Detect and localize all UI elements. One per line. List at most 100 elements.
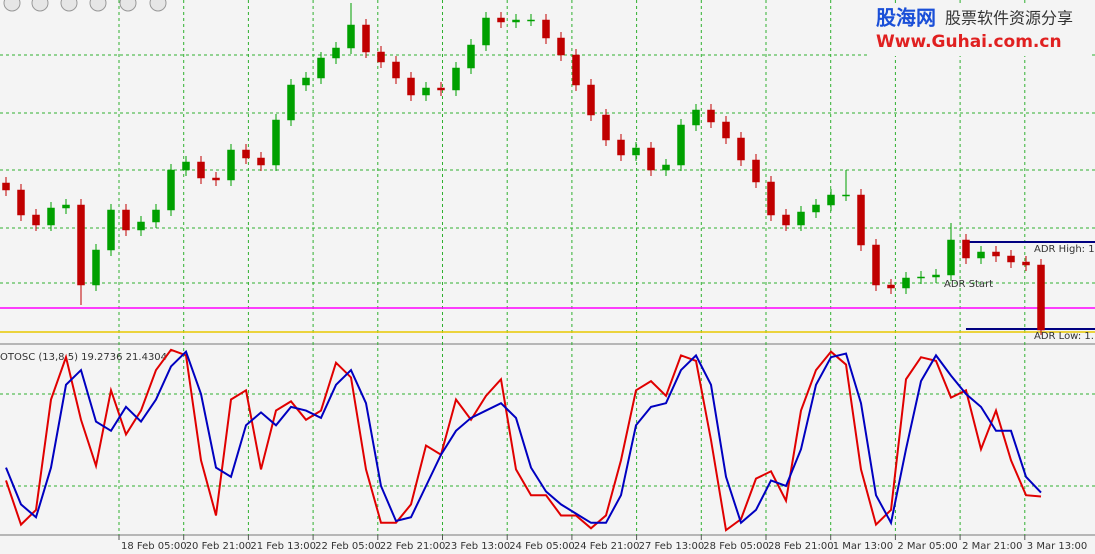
candle-body [827, 194, 835, 206]
candle-body [542, 19, 550, 39]
candle-body [587, 84, 595, 116]
x-tick-label: 3 Mar 13:00 [1027, 541, 1087, 552]
candle-body [227, 149, 235, 181]
candle-body [242, 149, 250, 159]
candle-body [422, 87, 430, 96]
watermark-brand: 股海网 [876, 6, 936, 30]
candle-body [782, 214, 790, 226]
oscillator-line [5, 348, 1042, 532]
tool-icon[interactable] [3, 0, 21, 12]
candle-body [872, 244, 880, 286]
candle-body [947, 239, 955, 276]
x-tick-label: 2 Mar 21:00 [962, 541, 1022, 552]
candle-body [887, 284, 895, 289]
watermark-tagline: 股票软件资源分享 [945, 9, 1073, 28]
candle-body [347, 24, 355, 49]
x-tick-label: 24 Feb 05:00 [509, 541, 575, 552]
candle-body [512, 19, 520, 23]
candle-body [77, 204, 85, 286]
candle-body [902, 277, 910, 289]
candle-body [2, 182, 10, 191]
candle-body [962, 239, 970, 259]
candle-body [767, 181, 775, 216]
candle-body [17, 189, 25, 216]
annotation: ADR Start [944, 279, 993, 290]
candle-body [317, 57, 325, 79]
watermark-box [870, 4, 1092, 56]
candle-body [812, 204, 820, 213]
candle-body [677, 124, 685, 166]
candle-body [32, 214, 40, 226]
candle-body [617, 139, 625, 156]
indicator-title: OTOSC (13,8,5) 19.2736 21.4304 [0, 352, 167, 363]
candle-body [407, 77, 415, 96]
candle-body [1037, 264, 1045, 331]
candle-body [752, 159, 760, 183]
candle-body [557, 37, 565, 56]
tool-icon[interactable] [149, 0, 167, 12]
candle-body [602, 114, 610, 141]
x-tick-label: 22 Feb 21:00 [380, 541, 446, 552]
x-tick-label: 28 Feb 21:00 [768, 541, 834, 552]
candle-body [452, 67, 460, 91]
candle-body [527, 19, 535, 22]
x-tick-label: 22 Feb 05:00 [315, 541, 381, 552]
candle-body [842, 194, 850, 197]
tool-icon[interactable] [119, 0, 137, 12]
candle-body [707, 109, 715, 123]
candle-body [632, 147, 640, 156]
candle-body [857, 194, 865, 246]
candle-body [482, 17, 490, 46]
x-tick-label: 27 Feb 13:00 [639, 541, 705, 552]
tool-icon[interactable] [31, 0, 49, 12]
candle-body [572, 54, 580, 86]
candle-body [197, 161, 205, 179]
candle-body [467, 44, 475, 69]
toolbar [3, 0, 167, 12]
candle-body [992, 251, 1000, 257]
candle-body [662, 164, 670, 171]
x-tick-label: 18 Feb 05:00 [121, 541, 187, 552]
tool-icon[interactable] [60, 0, 78, 12]
candle-body [722, 121, 730, 139]
candle-body [932, 274, 940, 278]
candle-body [797, 211, 805, 226]
candle-body [62, 204, 70, 209]
candle-body [1007, 255, 1015, 263]
oscillator-line [5, 349, 1042, 526]
candle-body [182, 161, 190, 171]
candle-body [92, 249, 100, 286]
candle-body [737, 137, 745, 161]
candle-body [692, 109, 700, 126]
candle-body [122, 209, 130, 231]
candle-body [257, 157, 265, 166]
adr-label: ADR High: 1. [1034, 244, 1095, 255]
candle-body [497, 17, 505, 23]
candle-body [437, 87, 445, 91]
watermark-url: Www.Guhai.com.cn [876, 32, 1062, 52]
x-tick-label: 20 Feb 21:00 [186, 541, 252, 552]
candle-body [647, 147, 655, 171]
x-tick-label: 2 Mar 05:00 [897, 541, 957, 552]
x-tick-label: 23 Feb 13:00 [445, 541, 511, 552]
candle-body [917, 276, 925, 279]
candle-body [332, 47, 340, 59]
candle-body [1022, 261, 1030, 266]
candle-body [977, 251, 985, 259]
candle-body [302, 77, 310, 86]
x-tick-label: 28 Feb 05:00 [703, 541, 769, 552]
candle-body [137, 221, 145, 231]
candle-body [377, 51, 385, 63]
candle-body [362, 24, 370, 53]
candle-body [47, 207, 55, 226]
candle-body [152, 209, 160, 223]
x-tick-label: 24 Feb 21:00 [574, 541, 640, 552]
candle-body [212, 177, 220, 181]
candle-body [167, 169, 175, 211]
tool-icon[interactable] [89, 0, 107, 12]
candle-body [392, 61, 400, 79]
candle-body [287, 84, 295, 121]
candle-body [107, 209, 115, 251]
